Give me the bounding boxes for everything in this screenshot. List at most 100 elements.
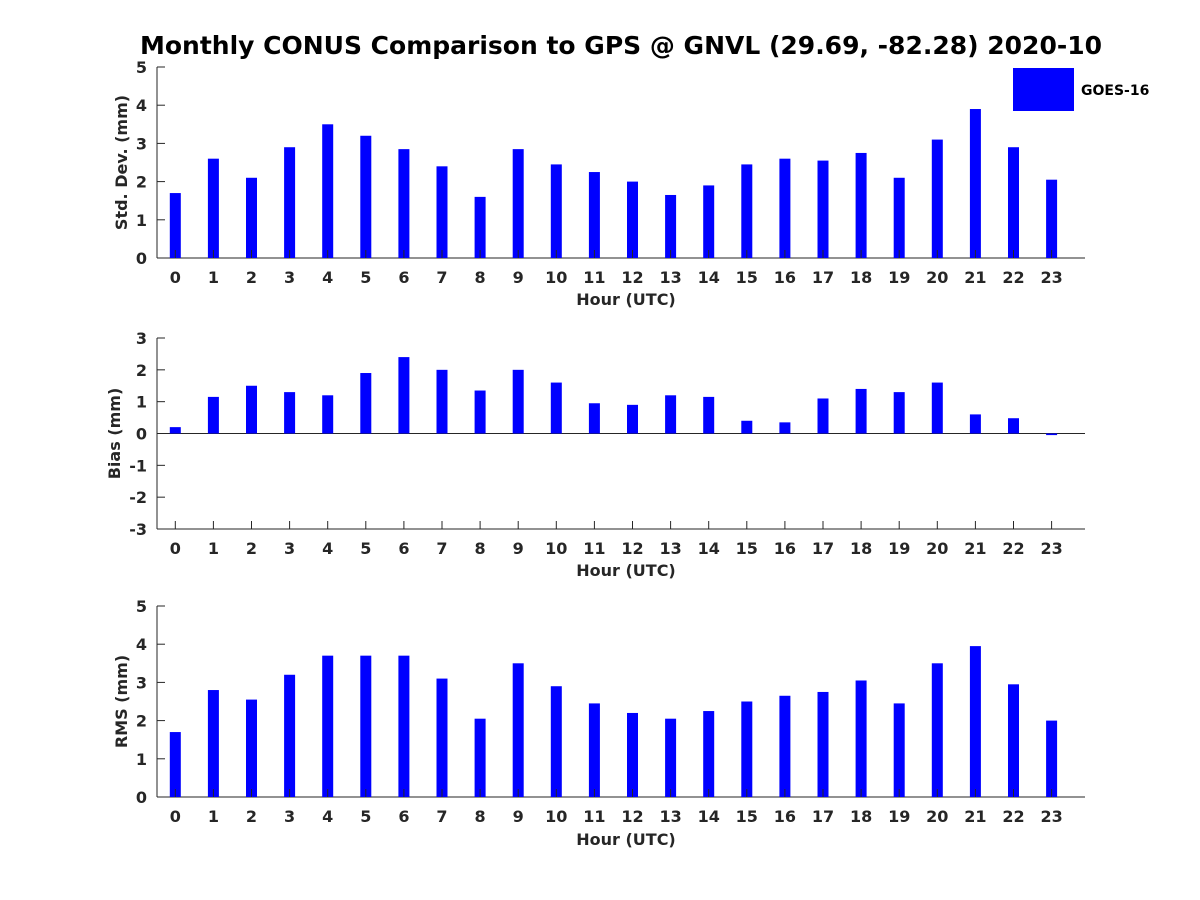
bar-hour-7	[436, 166, 448, 258]
chart-title: Monthly CONUS Comparison to GPS @ GNVL (…	[140, 31, 1102, 60]
y-tick-label: 0	[136, 249, 147, 268]
y-tick-label: 2	[136, 361, 147, 380]
x-tick-label: 15	[736, 807, 758, 826]
x-tick-label: 1	[208, 539, 219, 558]
x-tick-label: 4	[322, 268, 333, 287]
y-tick-label: 3	[136, 134, 147, 153]
x-tick-label: 2	[246, 539, 257, 558]
bar-hour-3	[284, 674, 296, 797]
bar-hour-8	[474, 390, 486, 434]
x-tick-label: 10	[545, 268, 567, 287]
bar-hour-18	[855, 680, 867, 797]
y-tick-label: 0	[136, 788, 147, 807]
bar-hour-17	[817, 398, 829, 434]
bar-hour-6	[398, 149, 410, 258]
x-tick-label: 0	[170, 268, 181, 287]
bar-hour-6	[398, 655, 410, 797]
bar-hour-3	[284, 147, 296, 258]
y-tick-label: -2	[129, 488, 147, 507]
x-tick-label: 8	[475, 268, 486, 287]
bar-hour-12	[627, 181, 638, 258]
x-tick-label: 19	[888, 539, 910, 558]
bar-hour-14	[703, 185, 715, 258]
bar-hour-21	[969, 414, 981, 434]
bar-hour-14	[703, 711, 715, 797]
bar-hour-23	[1046, 179, 1058, 258]
x-tick-label: 1	[208, 807, 219, 826]
bar-hour-19	[893, 703, 905, 797]
bar-hour-16	[779, 422, 791, 434]
x-tick-label: 9	[513, 268, 524, 287]
x-tick-label: 1	[208, 268, 219, 287]
x-tick-label: 3	[284, 539, 295, 558]
y-axis-label: Std. Dev. (mm)	[112, 95, 131, 230]
x-tick-label: 10	[545, 807, 567, 826]
x-tick-label: 14	[698, 539, 720, 558]
bar-hour-1	[207, 158, 219, 258]
bar-hour-18	[855, 388, 867, 434]
bar-hour-22	[1008, 684, 1019, 797]
bar-hour-13	[665, 194, 677, 258]
bar-hour-3	[284, 392, 296, 434]
x-tick-label: 2	[246, 807, 257, 826]
x-tick-label: 20	[926, 807, 948, 826]
y-tick-label: 4	[136, 96, 147, 115]
x-tick-label: 13	[659, 807, 681, 826]
x-tick-label: 16	[774, 539, 796, 558]
bar-hour-12	[627, 712, 638, 797]
bar-hour-21	[969, 109, 981, 259]
bar-hour-20	[931, 663, 943, 797]
y-tick-label: 1	[136, 393, 147, 412]
bar-hour-10	[550, 164, 562, 258]
bar-hour-15	[741, 164, 753, 258]
x-tick-label: 6	[398, 268, 409, 287]
x-tick-label: 23	[1040, 807, 1062, 826]
bar-hour-1	[207, 396, 219, 434]
bar-hour-7	[436, 678, 448, 797]
x-tick-label: 22	[1002, 807, 1024, 826]
y-tick-label: 2	[136, 712, 147, 731]
x-tick-label: 16	[774, 268, 796, 287]
y-tick-label: -1	[129, 456, 147, 475]
y-tick-label: 1	[136, 211, 147, 230]
bar-hour-20	[931, 139, 943, 258]
x-tick-label: 15	[736, 539, 758, 558]
x-tick-label: 12	[621, 268, 643, 287]
y-tick-label: 0	[136, 425, 147, 444]
x-tick-label: 5	[360, 807, 371, 826]
bar-hour-11	[588, 403, 600, 434]
x-tick-label: 19	[888, 268, 910, 287]
bar-hour-16	[779, 158, 791, 258]
x-tick-label: 7	[436, 807, 447, 826]
x-tick-label: 5	[360, 268, 371, 287]
bar-hour-15	[741, 420, 753, 434]
x-tick-label: 9	[513, 807, 524, 826]
bar-hour-19	[893, 177, 905, 258]
y-tick-label: 5	[136, 58, 147, 77]
bar-hour-19	[893, 392, 905, 434]
bar-hour-13	[665, 718, 677, 797]
x-tick-label: 22	[1002, 539, 1024, 558]
bar-hour-9	[512, 369, 524, 434]
x-tick-label: 23	[1040, 539, 1062, 558]
bar-hour-16	[779, 695, 791, 797]
y-tick-label: 2	[136, 173, 147, 192]
y-tick-label: -3	[129, 520, 147, 539]
x-tick-label: 21	[964, 539, 986, 558]
bar-hour-17	[817, 691, 829, 797]
bar-hour-9	[512, 663, 524, 797]
x-tick-label: 13	[659, 539, 681, 558]
x-tick-label: 17	[812, 539, 834, 558]
bar-hour-7	[436, 369, 448, 434]
x-tick-label: 18	[850, 807, 872, 826]
x-tick-label: 9	[513, 539, 524, 558]
bar-hour-14	[703, 396, 715, 434]
bar-hour-0	[169, 427, 181, 434]
bar-hour-8	[474, 196, 486, 258]
x-axis-label: Hour (UTC)	[576, 830, 676, 849]
bar-hour-17	[817, 160, 829, 258]
bar-hour-0	[169, 193, 181, 258]
